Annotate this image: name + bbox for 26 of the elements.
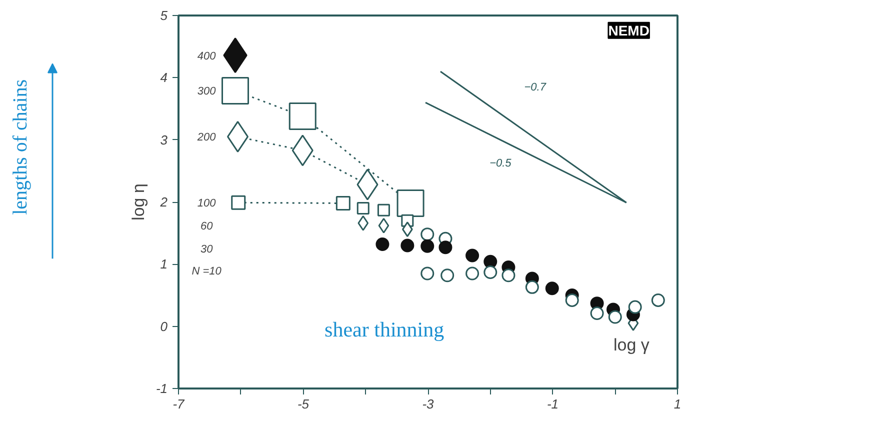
annotation: 60 (200, 220, 214, 233)
x-tick-label: -1 (546, 396, 559, 412)
x-tick-label: -5 (297, 396, 310, 412)
annotation: N =10 (192, 266, 222, 278)
y-tick-label: 3 (160, 132, 168, 148)
annotation: shear thinning (324, 317, 445, 342)
y-tick-label: 5 (160, 8, 168, 23)
y-tick-label: -1 (156, 381, 168, 396)
y-tick-label: 2 (159, 194, 168, 210)
series-label: −0.5 (490, 157, 512, 170)
annotation: NEMD (608, 22, 650, 38)
x-axis-title: log γ (614, 335, 650, 354)
text: −0.7 (524, 81, 547, 94)
y-tick-label: 1 (160, 256, 168, 272)
x-tick-label: -7 (172, 396, 186, 412)
y-axis-title: log η (128, 184, 148, 220)
x-tick-label: -3 (422, 396, 435, 412)
annotation: 200 (196, 132, 217, 144)
x-tick-label: 1 (674, 396, 682, 412)
text: lengths of chains (10, 79, 32, 215)
annotation: 100 (197, 198, 217, 210)
y-tick-label: 0 (160, 318, 168, 334)
annotation: 300 (197, 86, 217, 98)
annotation: 30 (200, 244, 214, 256)
annotation: 400 (197, 50, 217, 62)
y-tick-label: 4 (160, 70, 168, 86)
